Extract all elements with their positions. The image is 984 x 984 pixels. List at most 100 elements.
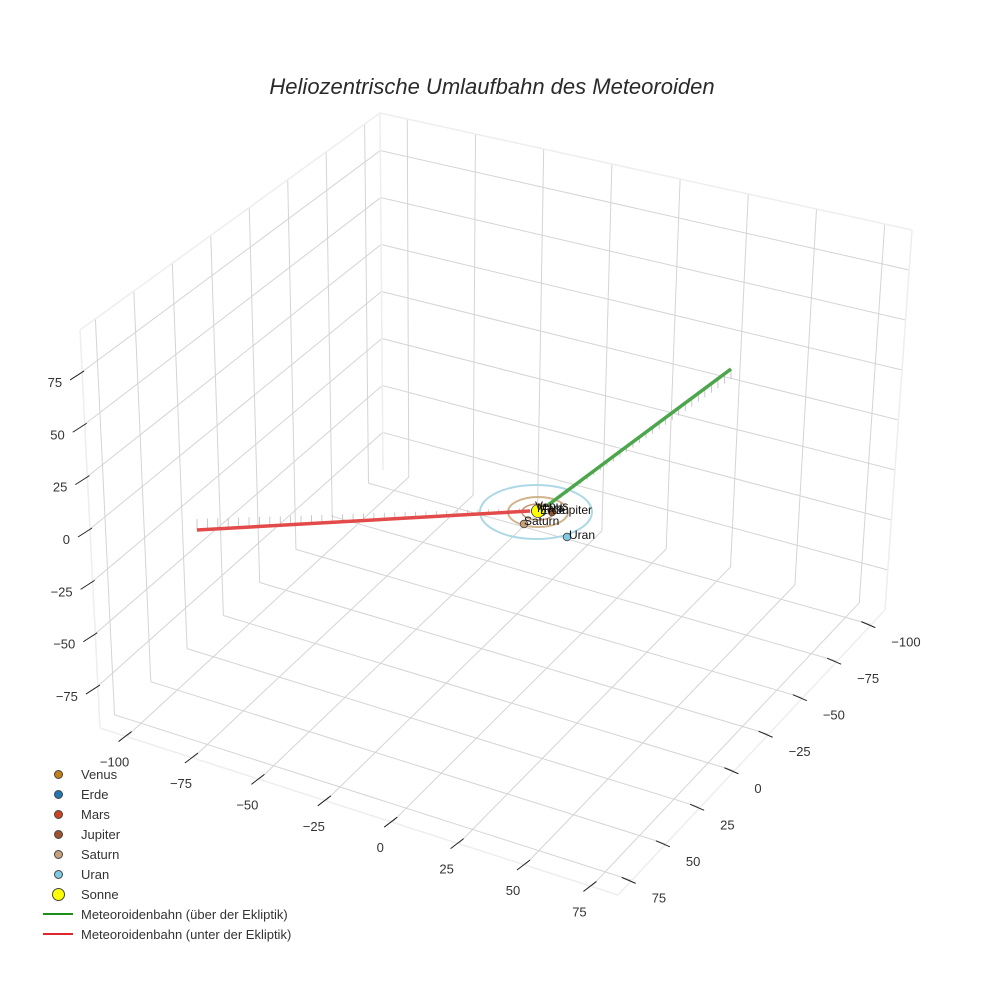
z-tick-mark <box>69 370 85 381</box>
y-tick-mark <box>792 694 808 702</box>
jupiter-marker[interactable] <box>547 507 557 517</box>
z-tick-mark <box>75 475 90 486</box>
z-tick-mark <box>82 632 98 643</box>
z-tick-label: −25 <box>51 584 73 599</box>
x-tick-label: 25 <box>439 862 453 877</box>
legend-label: Meteoroidenbahn (unter der Ekliptik) <box>81 926 292 942</box>
x-tick-mark <box>450 838 464 850</box>
grid-line <box>332 515 838 662</box>
x-tick-label: −50 <box>236 797 258 812</box>
legend-item[interactable]: Jupiter <box>38 824 291 844</box>
meteoroid-path-below-ecliptic[interactable] <box>196 509 531 532</box>
grid-line <box>114 714 632 881</box>
box-edge <box>617 609 886 896</box>
z-tick-mark <box>77 527 93 538</box>
saturn-marker[interactable] <box>519 519 529 529</box>
grid-line <box>259 512 538 780</box>
marker-swatch-icon <box>38 764 78 784</box>
legend-item[interactable]: Venus <box>38 764 291 784</box>
line-swatch-icon <box>38 924 78 944</box>
z-tick-label: 75 <box>48 375 62 390</box>
grid-line <box>391 548 667 823</box>
grid-line <box>382 384 892 521</box>
x-tick-label: 75 <box>572 904 586 919</box>
grid-line <box>368 482 872 626</box>
erde-label: Erde <box>540 503 566 517</box>
legend-label: Venus <box>81 766 118 782</box>
z-tick-mark <box>72 422 88 433</box>
grid-line <box>380 244 903 371</box>
z-tick-label: 0 <box>63 532 70 547</box>
z-tick-label: −50 <box>53 637 75 652</box>
legend-item[interactable]: Erde <box>38 784 291 804</box>
sun-marker[interactable] <box>531 504 545 518</box>
grid-line <box>259 581 769 735</box>
grid-line <box>126 476 410 737</box>
x-tick-mark <box>516 859 531 871</box>
meteoroid-path-above-ecliptic[interactable] <box>546 367 733 507</box>
grid-line <box>97 432 384 687</box>
x-tick-label: 50 <box>506 883 520 898</box>
x-tick-label: −100 <box>100 755 129 770</box>
line-swatch-icon <box>38 904 78 924</box>
x-tick-label: 0 <box>377 840 384 855</box>
marker-swatch-icon <box>38 824 78 844</box>
grid-line <box>223 615 735 772</box>
marker-swatch-icon <box>38 784 78 804</box>
legend-label: Uran <box>81 866 110 882</box>
y-tick-mark <box>861 621 876 629</box>
z-tick-mark <box>85 684 101 695</box>
legend-item[interactable]: Meteoroidenbahn (über der Ekliptik) <box>38 904 291 924</box>
y-tick-label: −25 <box>789 744 811 759</box>
uran-label: Uran <box>569 528 595 542</box>
grid-line <box>380 150 910 271</box>
uran-orbit <box>479 484 593 540</box>
venus-label: Venus <box>535 499 568 513</box>
legend[interactable]: Venus Erde Mars Jupiter Saturn Uran Sonne Meteo… <box>38 764 291 944</box>
legend-item[interactable]: Sonne <box>38 884 291 904</box>
x-tick-label: −25 <box>303 819 325 834</box>
grid-line <box>381 337 896 471</box>
x-tick-mark <box>383 816 398 828</box>
grid-line <box>150 681 667 845</box>
marker-swatch-icon <box>38 844 78 864</box>
box-edge <box>99 727 619 896</box>
legend-item[interactable]: Saturn <box>38 844 291 864</box>
z-tick-label: 25 <box>53 480 67 495</box>
y-tick-label: 50 <box>686 854 700 869</box>
box-edge <box>379 112 913 231</box>
uran-marker[interactable] <box>562 532 572 542</box>
y-tick-label: 0 <box>754 781 761 796</box>
box-edge <box>884 229 913 611</box>
z-tick-label: −75 <box>56 689 78 704</box>
grid-line <box>84 197 382 425</box>
jupiter-label: Jupiter <box>556 503 592 517</box>
legend-label: Meteoroidenbahn (über der Ekliptik) <box>81 906 288 922</box>
y-tick-mark <box>826 657 842 665</box>
legend-label: Sonne <box>81 886 119 902</box>
grid-line <box>380 197 906 321</box>
y-tick-mark <box>621 876 636 884</box>
marker-swatch-icon <box>38 864 78 884</box>
mars-label: Mars <box>537 501 564 515</box>
legend-item[interactable]: Meteoroidenbahn (unter der Ekliptik) <box>38 924 291 944</box>
y-tick-label: 25 <box>720 817 734 832</box>
legend-label: Saturn <box>81 846 120 862</box>
grid-line <box>186 648 701 808</box>
grid-line <box>382 431 888 571</box>
y-tick-mark <box>655 840 671 848</box>
axis-walls-grid <box>79 112 913 896</box>
x-tick-mark <box>184 752 199 764</box>
legend-item[interactable]: Uran <box>38 864 291 884</box>
grid-line <box>325 530 603 802</box>
saturn-label: Saturn <box>524 514 559 528</box>
legend-item[interactable]: Mars <box>38 804 291 824</box>
z-tick-mark <box>80 579 95 590</box>
grid-line <box>524 584 796 866</box>
box-edge <box>79 112 381 331</box>
grid-line <box>295 548 803 699</box>
chart-title: Heliozentrische Umlaufbahn des Meteoroid… <box>269 74 715 99</box>
grid-line <box>192 494 474 759</box>
